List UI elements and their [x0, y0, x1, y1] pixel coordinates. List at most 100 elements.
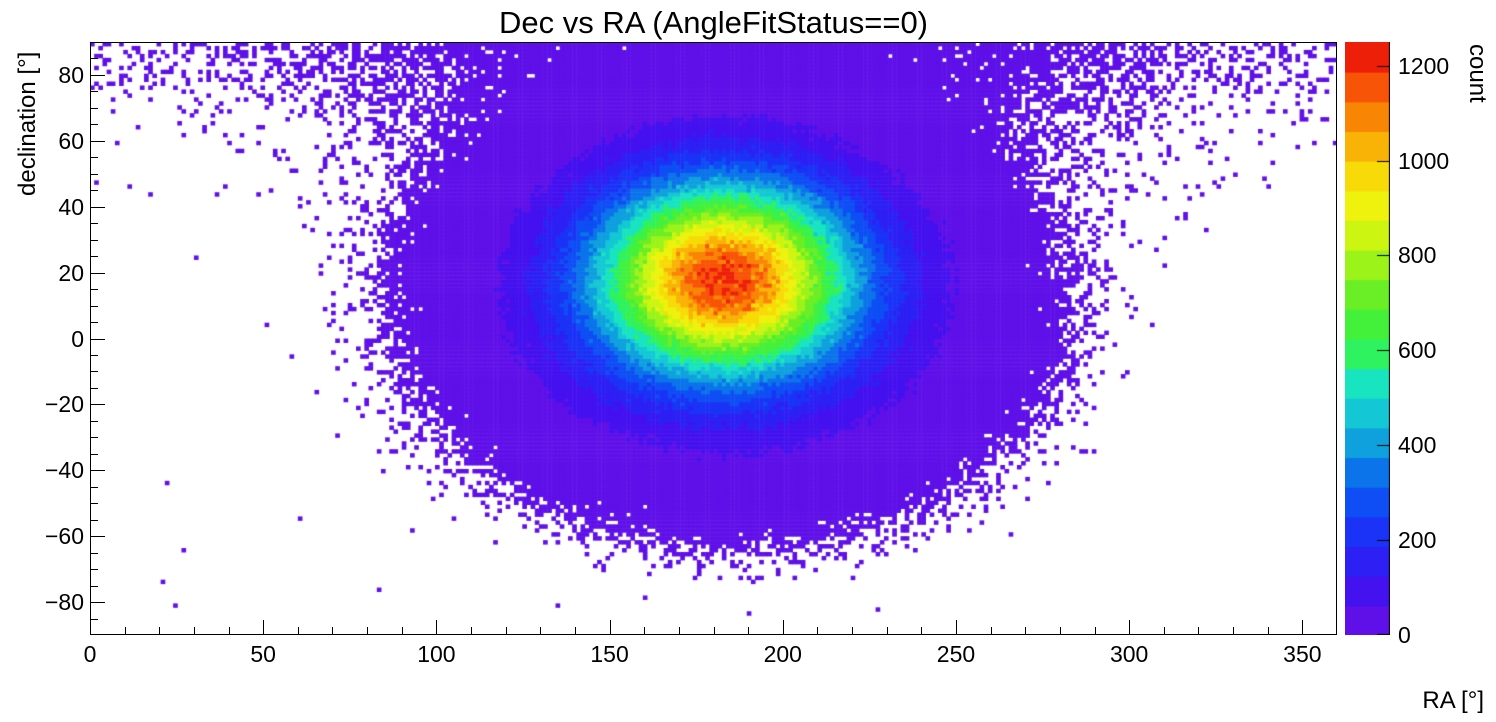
x-minor-tick: [367, 627, 368, 634]
colorbar-tick-label: 200: [1398, 527, 1437, 554]
x-minor-tick: [1025, 627, 1026, 634]
x-minor-tick: [332, 627, 333, 634]
y-minor-tick: [91, 388, 98, 389]
x-minor-tick: [402, 627, 403, 634]
y-minor-tick: [91, 437, 98, 438]
y-major-tick: [91, 207, 105, 208]
x-minor-tick: [887, 627, 888, 634]
x-axis-title: RA [°]: [1422, 687, 1484, 714]
x-minor-tick: [1268, 627, 1269, 634]
x-minor-tick: [1198, 627, 1199, 634]
x-major-tick: [1302, 620, 1303, 634]
colorbar-canvas: [1345, 42, 1390, 635]
y-minor-tick: [91, 371, 98, 372]
y-minor-tick: [91, 553, 98, 554]
y-minor-tick: [91, 190, 98, 191]
x-minor-tick: [1060, 627, 1061, 634]
y-major-tick: [91, 536, 105, 537]
heatmap-canvas: [90, 42, 1337, 635]
colorbar-title: count: [1464, 44, 1491, 103]
y-tick-label: 40: [58, 193, 84, 220]
y-major-tick: [91, 404, 105, 405]
x-minor-tick: [540, 627, 541, 634]
y-minor-tick: [91, 256, 98, 257]
x-minor-tick: [229, 627, 230, 634]
x-major-tick: [436, 620, 437, 634]
y-major-tick: [91, 75, 105, 76]
x-major-tick: [783, 620, 784, 634]
colorbar-tick-label: 0: [1398, 622, 1411, 648]
x-minor-tick: [991, 627, 992, 634]
y-minor-tick: [91, 306, 98, 307]
y-major-tick: [91, 273, 105, 274]
y-minor-tick: [91, 586, 98, 587]
y-major-tick: [91, 602, 105, 603]
y-minor-tick: [91, 91, 98, 92]
x-minor-tick: [1164, 627, 1165, 634]
y-minor-tick: [91, 289, 98, 290]
x-tick-label: 150: [590, 641, 629, 667]
y-major-tick: [91, 339, 105, 340]
colorbar-tick-label: 1200: [1398, 52, 1450, 79]
y-minor-tick: [91, 487, 98, 488]
y-minor-tick: [91, 520, 98, 521]
y-major-tick: [91, 470, 105, 471]
x-minor-tick: [159, 627, 160, 634]
y-minor-tick: [91, 108, 98, 109]
y-tick-label: 80: [58, 61, 84, 88]
x-minor-tick: [852, 627, 853, 634]
x-minor-tick: [471, 627, 472, 634]
x-minor-tick: [194, 627, 195, 634]
y-minor-tick: [91, 569, 98, 570]
x-minor-tick: [506, 627, 507, 634]
x-minor-tick: [714, 627, 715, 634]
plot-frame: [90, 42, 1337, 635]
y-minor-tick: [91, 322, 98, 323]
y-minor-tick: [91, 223, 98, 224]
y-minor-tick: [91, 240, 98, 241]
x-major-tick: [956, 620, 957, 634]
y-major-tick: [91, 141, 105, 142]
x-minor-tick: [679, 627, 680, 634]
y-tick-label: −20: [44, 391, 84, 418]
y-tick-label: −60: [44, 523, 84, 550]
colorbar-tick-label: 400: [1398, 432, 1437, 459]
y-tick-label: 60: [58, 127, 84, 154]
x-major-tick: [610, 620, 611, 634]
x-minor-tick: [921, 627, 922, 634]
x-minor-tick: [125, 627, 126, 634]
x-minor-tick: [1233, 627, 1234, 634]
y-minor-tick: [91, 157, 98, 158]
x-tick-label: 200: [763, 641, 802, 667]
x-tick-label: 50: [250, 641, 276, 667]
x-tick-label: 350: [1283, 641, 1322, 667]
plot-title: Dec vs RA (AngleFitStatus==0): [498, 5, 929, 40]
x-minor-tick: [817, 627, 818, 634]
x-tick-label: 0: [83, 641, 97, 667]
y-tick-label: −40: [44, 457, 84, 484]
x-major-tick: [263, 620, 264, 634]
y-minor-tick: [91, 124, 98, 125]
y-minor-tick: [91, 58, 98, 59]
colorbar-tick-label: 1000: [1398, 147, 1450, 174]
y-minor-tick: [91, 174, 98, 175]
x-minor-tick: [1095, 627, 1096, 634]
y-tick-label: 20: [58, 259, 84, 286]
x-tick-label: 100: [417, 641, 456, 667]
y-minor-tick: [91, 619, 98, 620]
x-major-tick: [1129, 620, 1130, 634]
x-major-tick: [90, 620, 91, 634]
y-minor-tick: [91, 355, 98, 356]
y-minor-tick: [91, 421, 98, 422]
y-minor-tick: [91, 454, 98, 455]
x-minor-tick: [298, 627, 299, 634]
colorbar-tick-label: 600: [1398, 337, 1437, 364]
y-tick-label: 0: [71, 325, 84, 352]
x-minor-tick: [575, 627, 576, 634]
y-tick-label: −80: [44, 589, 84, 616]
x-minor-tick: [748, 627, 749, 634]
x-minor-tick: [644, 627, 645, 634]
colorbar-tick-label: 800: [1398, 242, 1437, 269]
y-minor-tick: [91, 503, 98, 504]
